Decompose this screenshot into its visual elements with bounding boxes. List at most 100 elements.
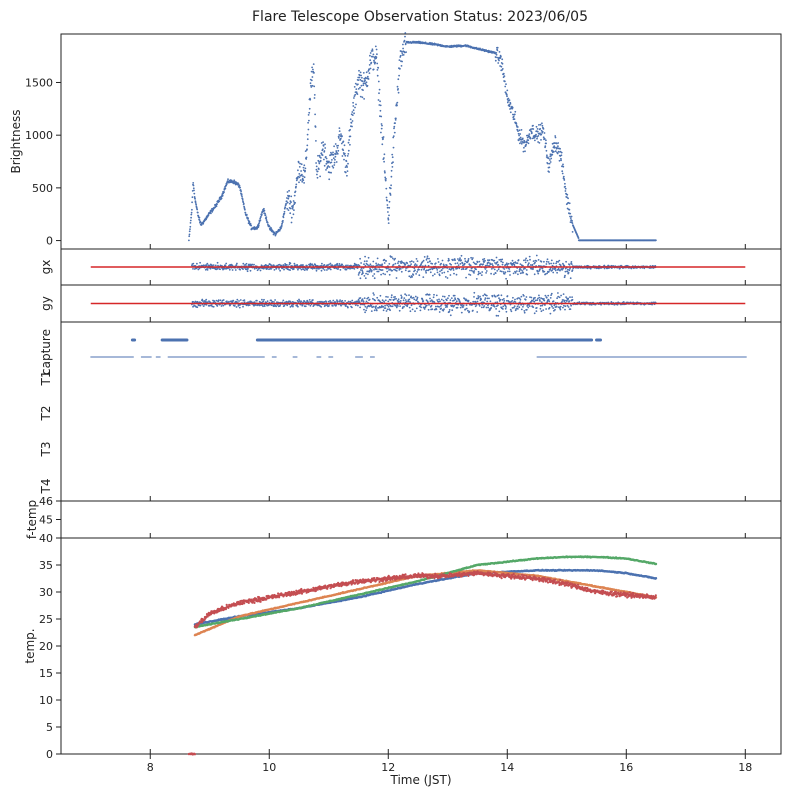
data-point <box>289 269 291 271</box>
data-point <box>347 153 350 155</box>
data-point <box>570 215 573 218</box>
data-point <box>564 187 567 190</box>
data-point <box>262 305 264 308</box>
data-point <box>402 299 405 302</box>
data-point <box>539 127 542 130</box>
data-point <box>324 143 326 146</box>
data-point <box>399 300 402 302</box>
data-point <box>242 305 244 308</box>
data-point <box>290 221 293 224</box>
data-point <box>405 294 408 297</box>
data-point <box>473 270 476 272</box>
data-point <box>529 264 532 266</box>
data-point <box>391 166 394 168</box>
data-point <box>221 194 224 197</box>
data-point <box>281 222 283 225</box>
data-point <box>467 299 470 302</box>
data-point <box>411 308 414 311</box>
data-point <box>557 145 559 148</box>
data-point <box>404 42 407 45</box>
data-point <box>315 162 317 164</box>
data-point <box>223 191 225 194</box>
data-point <box>456 262 459 264</box>
data-point <box>347 141 350 144</box>
data-point <box>257 226 260 229</box>
data-point <box>490 304 493 307</box>
data-point <box>189 219 192 222</box>
data-point <box>538 294 540 297</box>
data-point <box>343 158 345 161</box>
data-point <box>363 263 365 266</box>
data-point <box>429 271 432 274</box>
data-point <box>365 77 367 80</box>
data-point <box>301 180 304 183</box>
data-point <box>306 144 309 147</box>
data-point <box>376 69 379 71</box>
data-point <box>303 182 305 184</box>
data-point <box>495 53 498 56</box>
data-point <box>263 207 265 210</box>
data-point <box>389 187 392 190</box>
data-point <box>257 224 260 227</box>
data-point <box>568 264 571 266</box>
data-point <box>389 309 391 312</box>
data-point <box>494 59 497 62</box>
data-point <box>528 262 530 264</box>
data-point <box>477 296 480 299</box>
data-point <box>369 263 372 266</box>
data-point <box>449 299 452 301</box>
data-point <box>559 305 562 308</box>
data-point <box>361 269 364 272</box>
data-point <box>446 306 449 308</box>
data-point <box>363 308 365 311</box>
data-point <box>333 145 335 148</box>
data-point <box>452 269 455 271</box>
data-point <box>435 294 438 297</box>
data-point <box>476 311 479 313</box>
data-point <box>525 143 527 146</box>
data-point <box>538 142 541 144</box>
data-point <box>394 262 397 265</box>
data-point <box>332 305 334 307</box>
data-point <box>360 74 362 77</box>
data-point <box>408 298 411 301</box>
data-point <box>493 259 496 262</box>
data-point <box>314 126 317 128</box>
data-point <box>535 310 538 312</box>
data-point <box>569 296 571 298</box>
data-point <box>392 257 394 260</box>
data-point <box>192 262 195 265</box>
data-point <box>324 156 327 158</box>
data-point <box>560 154 563 157</box>
data-point <box>399 68 401 70</box>
data-point <box>218 200 221 203</box>
data-point <box>374 307 377 310</box>
data-point <box>274 299 276 301</box>
axes-frame-f-temp <box>60 500 782 539</box>
data-point <box>372 305 375 308</box>
data-point <box>384 176 387 179</box>
data-point <box>338 137 340 139</box>
data-point <box>550 292 553 295</box>
data-point <box>562 165 565 168</box>
data-point <box>289 212 292 215</box>
data-point <box>353 97 355 99</box>
data-point <box>318 162 321 165</box>
data-point <box>242 201 245 204</box>
data-point <box>347 306 349 309</box>
data-point <box>351 114 354 116</box>
data-point <box>337 300 339 303</box>
data-point <box>445 264 448 267</box>
data-point <box>315 269 318 272</box>
data-point <box>331 159 333 161</box>
data-point <box>253 267 256 270</box>
data-point <box>568 300 571 303</box>
data-point <box>392 146 395 149</box>
data-point <box>524 298 527 301</box>
data-point <box>357 83 359 86</box>
data-point <box>365 300 368 303</box>
data-point <box>519 267 521 270</box>
data-point <box>234 269 237 271</box>
data-point <box>313 72 315 74</box>
data-point <box>328 160 330 163</box>
